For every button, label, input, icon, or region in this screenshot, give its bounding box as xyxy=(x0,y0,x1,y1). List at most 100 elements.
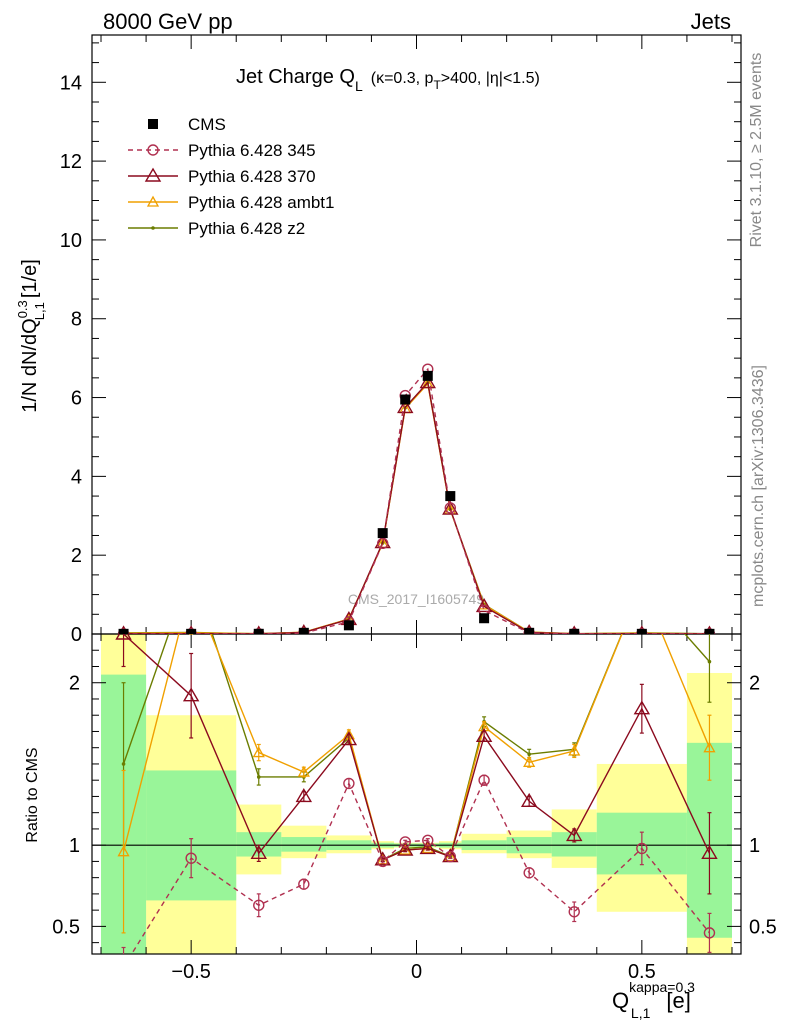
main-ytick-label: 12 xyxy=(60,151,82,173)
ratio-point-pythia-6-428-ambt1 xyxy=(703,741,716,753)
ratio-point-pythia-6-428-345 xyxy=(444,850,457,863)
main-point-pythia-6-428-370 xyxy=(419,374,436,389)
ratio-point-pythia-6-428-345 xyxy=(478,774,490,786)
legend-label-cms: CMS xyxy=(188,115,226,134)
main-point-cms xyxy=(704,628,715,634)
ratio-point-pythia-6-428-z2 xyxy=(527,752,531,757)
y-axis-title-sub: L,1 xyxy=(32,302,47,320)
ratio-point-pythia-6-428-345 xyxy=(253,899,265,911)
main-ytick-label: 8 xyxy=(71,309,82,331)
ratio-point-pythia-6-428-345 xyxy=(523,867,535,879)
title-conditions-b: >400, |η|<1.5) xyxy=(441,70,540,87)
main-ytick-label: 2 xyxy=(71,545,82,567)
y-axis-title-text: 1/N dN/dQ xyxy=(19,318,41,412)
ratio-axis-ticks: −0.5 0 0.5 0.5 0.5 1 1 2 2 xyxy=(52,634,777,983)
x-axis-title-sup: kappa=0.3 xyxy=(629,979,695,995)
ratio-point-pythia-6-428-345 xyxy=(399,836,411,848)
legend-label-pythia-6-428-370: Pythia 6.428 370 xyxy=(188,167,316,186)
main-point-cms xyxy=(186,628,197,634)
main-point-cms xyxy=(343,620,354,631)
ratio-point-pythia-6-428-345 xyxy=(376,855,389,868)
main-point-cms xyxy=(479,613,490,624)
legend-label-pythia-6-428-z2: Pythia 6.428 z2 xyxy=(188,219,305,238)
main-point-cms xyxy=(636,628,647,634)
main-axis-ticks: 0 2 4 6 8 10 12 14 xyxy=(60,35,741,646)
legend-marker-pythia-6-428-345 xyxy=(147,144,159,156)
main-point-pythia-6-428-370 xyxy=(397,399,414,414)
ratio-line-pythia-6-428-370 xyxy=(123,634,711,861)
title-main-sub: L xyxy=(355,78,363,94)
main-point-cms xyxy=(298,627,309,634)
ratio-point-pythia-6-428-370 xyxy=(566,827,583,842)
ratio-point-pythia-6-428-ambt1 xyxy=(117,845,130,857)
ratio-point-pythia-6-428-370 xyxy=(115,634,132,640)
ratio-point-pythia-6-428-ambt1 xyxy=(523,755,536,767)
band-inner-bin-3 xyxy=(281,837,327,852)
analysis-watermark: CMS_2017_I1605749 xyxy=(348,591,484,607)
x-tick-label: −0.5 xyxy=(171,961,210,983)
main-line-pythia-6-428-345 xyxy=(123,367,710,634)
y-axis-title-main: 1/N dN/dQ0.3 L,1 [1/e] xyxy=(15,259,47,413)
main-point-pythia-6-428-345 xyxy=(376,537,389,550)
ratio-point-pythia-6-428-z2 xyxy=(121,762,126,766)
rivet-label: Rivet 3.1.10, ≥ 2.5M events xyxy=(748,53,765,248)
main-point-cms xyxy=(400,394,411,405)
main-point-cms xyxy=(445,491,456,502)
ratio-point-pythia-6-428-370 xyxy=(520,792,538,808)
main-point-cms xyxy=(377,528,388,539)
ratio-point-pythia-6-428-345 xyxy=(636,842,648,855)
ratio-ytick-label: 2 xyxy=(69,673,80,695)
ratio-point-pythia-6-428-370 xyxy=(475,727,493,743)
legend-label-pythia-6-428-ambt1: Pythia 6.428 ambt1 xyxy=(188,193,334,212)
legend-marker-pythia-6-428-z2 xyxy=(151,226,155,230)
header-process-label: Jets xyxy=(691,9,731,34)
mcplots-label: mcplots.cern.ch [arXiv:1306.3436] xyxy=(750,365,767,607)
main-ytick-label: 14 xyxy=(60,72,82,94)
legend: CMS Pythia 6.428 345 Pythia 6.428 370 Pythi… xyxy=(128,115,334,238)
main-point-pythia-6-428-370 xyxy=(475,598,493,613)
x-axis-title-text: Q xyxy=(612,988,629,1013)
ratio-point-pythia-6-428-370 xyxy=(397,841,414,856)
main-ytick-label: 10 xyxy=(60,230,82,252)
ratio-line-pythia-6-428-z2 xyxy=(122,634,710,861)
main-point-cms xyxy=(422,370,433,381)
ratio-point-pythia-6-428-ambt1 xyxy=(568,744,581,756)
ratio-point-pythia-6-428-345 xyxy=(568,906,580,918)
ratio-point-pythia-6-428-z2 xyxy=(189,567,193,571)
ratio-point-pythia-6-428-z2 xyxy=(256,775,261,779)
ratio-point-pythia-6-428-345 xyxy=(422,834,434,846)
ratio-ytick-label: 0.5 xyxy=(52,916,80,938)
ratio-point-pythia-6-428-ambt1 xyxy=(252,746,265,758)
ratio-point-pythia-6-428-z2 xyxy=(707,659,712,664)
ratio-point-pythia-6-428-ambt1 xyxy=(297,765,310,777)
x-axis-title-sub: L,1 xyxy=(631,1005,651,1021)
main-point-cms xyxy=(253,628,264,634)
ratio-ytick-label: 1 xyxy=(69,835,80,857)
legend-marker-pythia-6-428-370 xyxy=(144,167,162,182)
ratio-point-pythia-6-428-ambt1 xyxy=(637,580,647,589)
legend-marker-pythia-6-428-ambt1 xyxy=(146,195,160,207)
main-ytick-label: 4 xyxy=(71,466,82,488)
ratio-ytick-label-right: 2 xyxy=(749,673,760,695)
ratio-point-pythia-6-428-z2 xyxy=(640,583,644,587)
legend-marker-cms xyxy=(148,119,158,129)
ratio-uncertainty-bands xyxy=(101,634,732,954)
ratio-point-pythia-6-428-ambt1 xyxy=(186,580,196,589)
main-point-cms xyxy=(524,627,535,634)
ratio-point-pythia-6-428-345 xyxy=(703,927,716,939)
ratio-ytick-label-right: 1 xyxy=(749,835,760,857)
ratio-point-pythia-6-428-370 xyxy=(701,844,718,859)
ratio-point-pythia-6-428-370 xyxy=(340,731,358,746)
ratio-line-pythia-6-428-345 xyxy=(130,778,710,954)
y-axis-title-unit: [1/e] xyxy=(19,259,41,298)
header-energy-label: 8000 GeV pp xyxy=(103,9,233,34)
y-axis-title-ratio: Ratio to CMS xyxy=(24,747,41,842)
title-main: Jet Charge Q xyxy=(236,66,355,88)
x-axis-title: Qkappa=0.3 L,1 [e] xyxy=(612,979,695,1021)
main-point-pythia-6-428-370 xyxy=(442,500,459,515)
y-axis-title-sup: 0.3 xyxy=(15,300,30,318)
ratio-point-pythia-6-428-345 xyxy=(119,962,129,972)
ratio-ytick-label-right: 0.5 xyxy=(749,916,777,938)
main-ytick-label: 0 xyxy=(71,624,82,646)
